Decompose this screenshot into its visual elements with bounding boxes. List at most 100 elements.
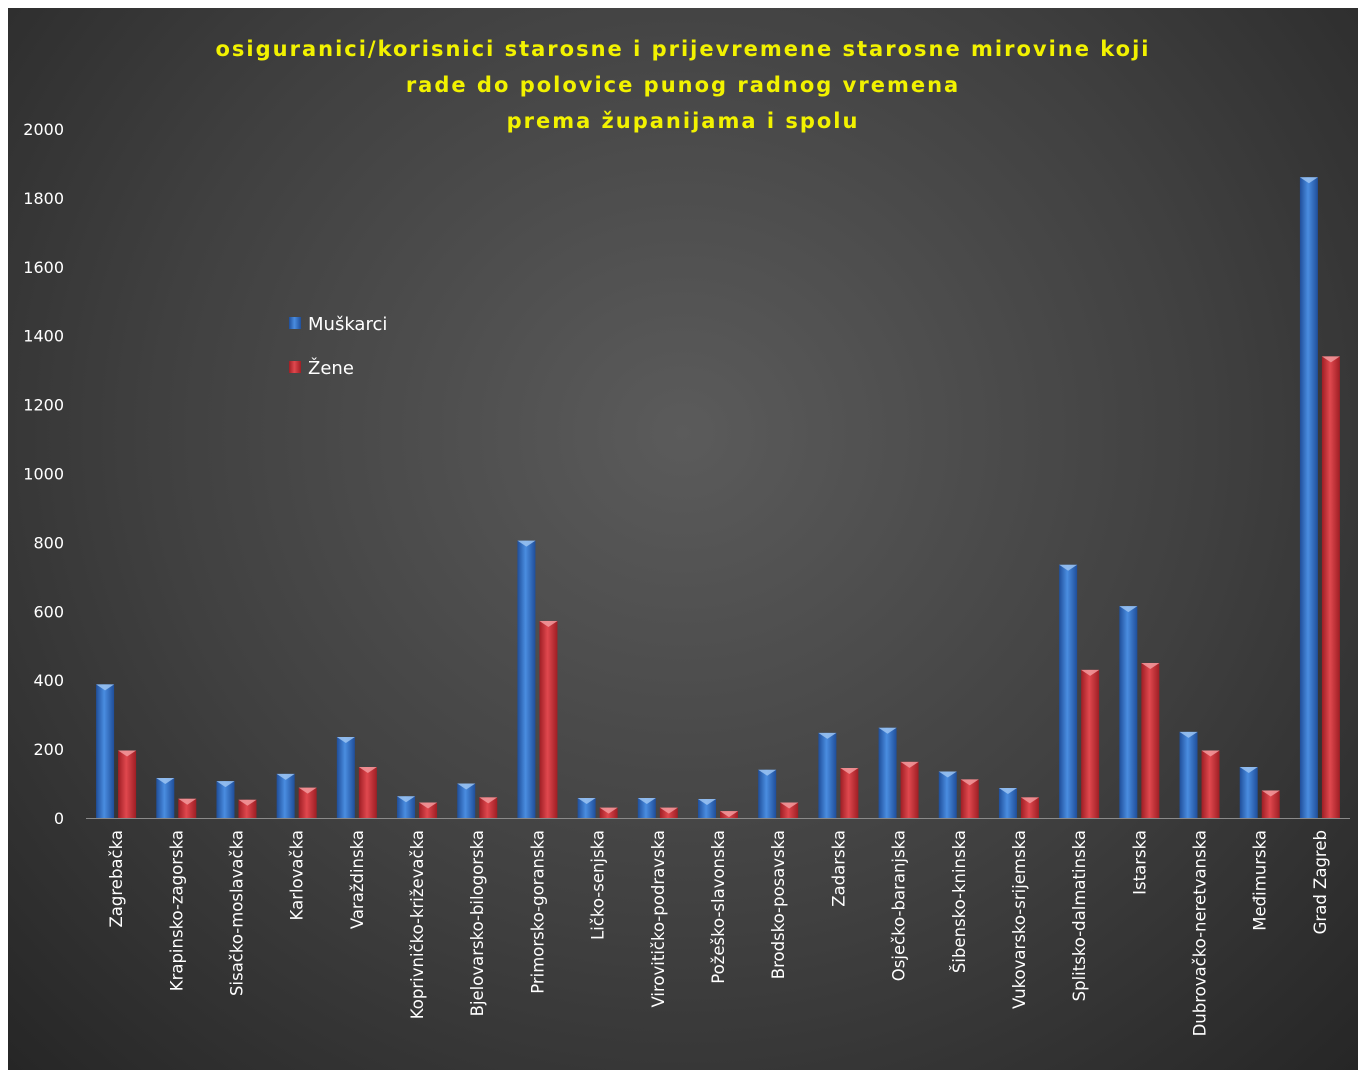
y-tick-label: 1400 bbox=[23, 327, 64, 346]
bar-group-zene bbox=[118, 750, 137, 818]
bar-group-muskarci bbox=[156, 778, 175, 818]
bar-group-zene bbox=[1081, 669, 1100, 818]
bar-cap-muskarci bbox=[156, 778, 175, 785]
bar-group-muskarci bbox=[878, 727, 897, 818]
bar-zene bbox=[1141, 662, 1160, 818]
bar-muskarci bbox=[1059, 564, 1078, 818]
bars bbox=[96, 177, 1340, 819]
y-tick-label: 2000 bbox=[23, 120, 64, 139]
bar-cap-muskarci bbox=[216, 781, 235, 788]
bar-group-zene bbox=[1141, 662, 1160, 818]
bar-group-muskarci bbox=[1059, 564, 1078, 818]
legend-label-muskarci: Muškarci bbox=[308, 314, 387, 335]
x-tick-label: Splitsko-dalmatinska bbox=[1070, 830, 1089, 1001]
bar-cap-muskarci bbox=[1179, 731, 1198, 738]
bar-zene bbox=[118, 750, 137, 818]
bar-group-zene bbox=[238, 799, 257, 818]
bar-group-muskarci bbox=[96, 684, 115, 818]
x-tick-label: Krapinsko-zagorska bbox=[167, 830, 186, 991]
bar-cap-muskarci bbox=[276, 773, 295, 780]
bar-cap-muskarci bbox=[1299, 177, 1318, 184]
bar-group-muskarci bbox=[818, 732, 837, 818]
bar-muskarci bbox=[818, 732, 837, 818]
chart-frame: osiguranici/korisnici starosne i prijevr… bbox=[8, 8, 1358, 1070]
bar-cap-zene bbox=[419, 802, 438, 809]
x-tick-label: Dubrovačko-neretvanska bbox=[1191, 830, 1210, 1036]
bar-muskarci bbox=[998, 788, 1017, 818]
bar-muskarci bbox=[216, 781, 235, 818]
bar-cap-muskarci bbox=[698, 799, 716, 806]
bar-group-muskarci bbox=[698, 799, 716, 818]
bar-group-muskarci bbox=[758, 769, 777, 818]
bar-muskarci bbox=[637, 798, 656, 818]
bar-muskarci bbox=[1239, 767, 1258, 818]
bar-group-muskarci bbox=[216, 781, 235, 818]
bar-zene bbox=[1201, 750, 1220, 818]
bar-group-muskarci bbox=[397, 796, 416, 818]
x-tick-label: Vukovarsko-srijemska bbox=[1010, 830, 1029, 1009]
chart-title: osiguranici/korisnici starosne i prijevr… bbox=[215, 37, 1148, 133]
bar-muskarci bbox=[276, 773, 295, 818]
bar-muskarci bbox=[938, 771, 957, 818]
bar-group-muskarci bbox=[1299, 177, 1318, 819]
y-tick-label: 1800 bbox=[23, 189, 64, 208]
x-tick-label: Ličko-senjska bbox=[589, 830, 608, 940]
bar-cap-zene bbox=[358, 767, 377, 774]
bar-cap-zene bbox=[1141, 662, 1160, 669]
bar-cap-muskarci bbox=[336, 737, 355, 744]
legend-item-zene: Žene bbox=[289, 357, 354, 379]
bar-cap-muskarci bbox=[1239, 767, 1258, 774]
bar-cap-zene bbox=[298, 787, 317, 794]
bar-muskarci bbox=[577, 798, 596, 818]
bar-cap-muskarci bbox=[577, 798, 596, 805]
y-tick-label: 0 bbox=[54, 809, 64, 828]
bar-muskarci bbox=[758, 769, 777, 818]
bar-group-zene bbox=[178, 798, 197, 818]
y-tick-label: 1000 bbox=[23, 465, 64, 484]
bar-group-zene bbox=[419, 802, 438, 818]
bar-zene bbox=[1261, 790, 1280, 818]
chart-svg: osiguranici/korisnici starosne i prijevr… bbox=[23, 37, 1350, 1036]
bar-muskarci bbox=[1179, 731, 1198, 818]
x-tick-label: Požeško-slavonska bbox=[709, 830, 728, 984]
bar-cap-muskarci bbox=[998, 788, 1017, 795]
x-tick-label: Koprivničko-križevačka bbox=[408, 830, 427, 1019]
bar-muskarci bbox=[156, 778, 175, 818]
x-tick-label: Međimurska bbox=[1251, 830, 1270, 931]
bar-cap-zene bbox=[1321, 356, 1340, 363]
bar-cap-muskarci bbox=[457, 783, 476, 790]
bar-zene bbox=[178, 798, 197, 818]
bar-group-zene bbox=[479, 797, 498, 818]
bar-muskarci bbox=[517, 540, 536, 818]
x-tick-label: Zadarska bbox=[829, 830, 848, 907]
bar-muskarci bbox=[1299, 177, 1318, 819]
bar-group-muskarci bbox=[637, 798, 656, 818]
bar-cap-zene bbox=[900, 761, 919, 768]
bar-zene bbox=[419, 802, 438, 818]
bar-cap-muskarci bbox=[818, 732, 837, 739]
bar-group-muskarci bbox=[1239, 767, 1258, 818]
bar-group-zene bbox=[780, 802, 799, 818]
bar-cap-zene bbox=[1201, 750, 1220, 757]
bar-cap-zene bbox=[599, 807, 618, 814]
bar-muskarci bbox=[698, 799, 716, 818]
bar-group-zene bbox=[358, 767, 377, 818]
bar-muskarci bbox=[336, 737, 355, 818]
bar-group-zene bbox=[840, 768, 859, 818]
bar-group-muskarci bbox=[577, 798, 596, 818]
x-tick-label: Brodsko-posavska bbox=[769, 830, 788, 979]
bar-zene bbox=[1020, 797, 1039, 818]
y-tick-label: 1200 bbox=[23, 396, 64, 415]
x-axis-labels: Zagrebačka Krapinsko-zagorska Sisačko-mosl… bbox=[107, 830, 1330, 1036]
bar-cap-zene bbox=[539, 620, 558, 627]
bar-cap-muskarci bbox=[96, 684, 115, 691]
bar-group-zene bbox=[539, 620, 558, 818]
bar-cap-muskarci bbox=[758, 769, 777, 776]
x-tick-label: Grad Zagreb bbox=[1311, 830, 1330, 934]
bar-group-zene bbox=[599, 807, 618, 818]
legend: Muškarci Žene bbox=[289, 314, 387, 379]
bar-muskarci bbox=[397, 796, 416, 818]
bar-group-zene bbox=[1321, 356, 1340, 818]
bar-cap-zene bbox=[118, 750, 137, 757]
bar-group-zene bbox=[298, 787, 317, 818]
